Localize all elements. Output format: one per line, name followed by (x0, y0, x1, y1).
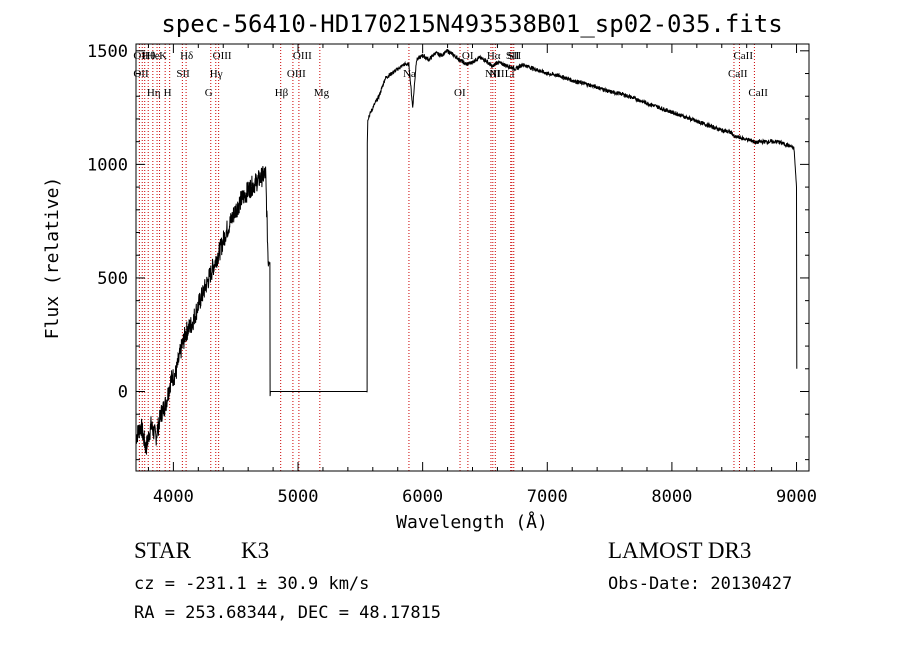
spectral-line-label: SII (176, 68, 190, 80)
plot-frame (135, 43, 810, 472)
spectral-line-markers (138, 44, 755, 471)
spectral-line-label: OII (133, 68, 149, 80)
spectral-line-label: NII (489, 68, 505, 80)
spectral-line-label: OI (462, 50, 474, 62)
spectral-line-label: CaII (748, 87, 768, 99)
spectral-line-label: He (147, 50, 160, 62)
redshift-velocity: cz = -231.1 ± 30.9 km/s (134, 574, 370, 594)
x-tick-label: 6000 (402, 487, 443, 507)
y-tick-label: 0 (118, 383, 128, 403)
y-tick-label: 1000 (87, 155, 128, 175)
spectral-line-label: Hη (147, 87, 161, 99)
y-axis-ticks: 0 500 1000 1500 (87, 42, 809, 461)
x-tick-label: 4000 (153, 487, 194, 507)
spectral-line-label: SII (506, 50, 520, 62)
x-axis-ticks: 4000 5000 6000 7000 8000 9000 (147, 44, 817, 507)
observation-date: Obs-Date: 20130427 (608, 574, 793, 594)
x-tick-label: 5000 (278, 487, 319, 507)
x-tick-label: 9000 (776, 487, 817, 507)
spectral-line-label: Hα (487, 50, 501, 62)
spectral-line-label: CaII (728, 68, 748, 80)
spectral-line-label: CaII (733, 50, 753, 62)
x-tick-label: 7000 (527, 487, 568, 507)
spectral-line-label: SII (508, 50, 522, 62)
y-axis-label: Flux (relative) (42, 177, 63, 340)
spectral-line-label: Hβ (275, 87, 289, 99)
spectral-line-label: K (159, 50, 167, 62)
x-tick-label: 8000 (651, 487, 692, 507)
spectrum-series-line (135, 48, 798, 455)
spectral-line-label: Li (505, 68, 515, 80)
spectral-line-label: NII (485, 68, 501, 80)
spectral-line-label: OI (454, 87, 466, 99)
spectral-line-label: Hθ (142, 50, 155, 62)
spectral-line-label: OIII (293, 50, 312, 62)
coordinates: RA = 253.68344, DEC = 48.17815 (134, 603, 442, 623)
spectral-line-label: OIII (287, 68, 306, 80)
spectral-line-label: Hγ (210, 68, 223, 80)
survey-name: LAMOST DR3 (608, 538, 752, 563)
y-tick-label: 1500 (87, 42, 128, 62)
object-subclass: K3 (241, 538, 270, 563)
spectral-line-label: OII (133, 50, 149, 62)
spectral-line-label: H (164, 87, 172, 99)
spectral-line-label: G (205, 87, 213, 99)
spectral-line-label: Mg (314, 87, 330, 99)
chart-title: spec-56410-HD170215N493538B01_sp02-035.f… (161, 10, 782, 38)
x-axis-label: Wavelength (Å) (396, 511, 548, 533)
y-tick-label: 500 (97, 269, 128, 289)
object-class: STAR (134, 538, 191, 563)
spectral-line-label: OIII (213, 50, 232, 62)
spectral-line-label: Hδ (180, 50, 193, 62)
